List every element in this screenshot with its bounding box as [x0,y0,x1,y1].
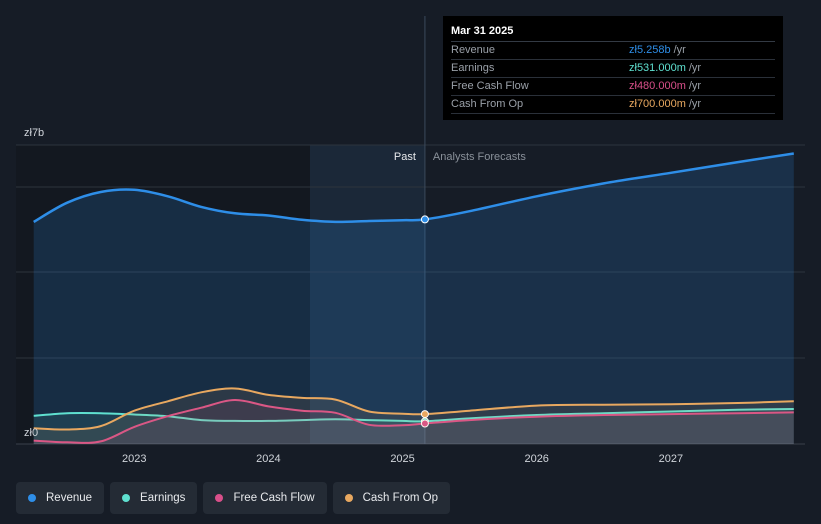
legend-label: Earnings [140,492,186,504]
tooltip-row-free-cash-flow: Free Cash Flow zł480.000m /yr [451,78,775,96]
chart-area: zł7b zł0 2023 2024 2025 2026 2027 Past Analysts … [16,16,805,465]
legend-label: Free Cash Flow [233,492,315,504]
cash-from-op-area [33,388,794,444]
tooltip-row-cash-from-op: Cash From Op zł700.000m /yr [451,96,775,114]
cash-from-op-line [33,387,794,431]
legend-label: Cash From Op [362,492,439,504]
tooltip-value: zł480.000m [629,80,686,92]
tooltip-value: zł5.258b [629,44,671,56]
tooltip-row-revenue: Revenue zł5.258b /yr [451,42,775,60]
legend-item-cash-from-op[interactable]: Cash From Op [332,482,451,514]
tooltip-unit: /yr [688,62,702,74]
tooltip-label: Earnings [451,62,495,74]
legend-item-free-cash-flow[interactable]: Free Cash Flow [203,482,327,514]
tooltip-value: zł531.000m [629,62,686,74]
earnings-area [33,409,794,444]
free-cash-flow-area [33,399,794,444]
x-tick-label: 2023 [122,453,146,465]
tooltip-unit: /yr [688,80,702,92]
free-cash-flow-line [33,398,794,444]
x-tick-label: 2027 [659,453,683,465]
tooltip-label: Cash From Op [451,98,524,110]
legend: Revenue Earnings Free Cash Flow Cash Fro… [16,482,451,514]
x-tick-label: 2024 [256,453,280,465]
legend-dot-icon [28,494,36,502]
tooltip-value: zł700.000m [629,98,686,110]
free-cash-flow-marker [420,419,429,428]
x-tick-label: 2026 [524,453,548,465]
legend-dot-icon [344,494,353,502]
legend-item-earnings[interactable]: Earnings [110,482,198,514]
legend-label: Revenue [46,492,93,504]
tooltip-row-earnings: Earnings zł531.000m /yr [451,60,775,78]
revenue-line [33,152,794,224]
tooltip-unit: /yr [688,98,702,110]
cash-from-op-marker [420,410,429,419]
x-tick-label: 2025 [390,453,414,465]
tooltip-unit: /yr [673,44,686,56]
past-label: Past [394,151,416,163]
revenue-area [33,153,794,444]
legend-item-revenue[interactable]: Revenue [16,482,105,514]
tooltip-label: Revenue [451,44,496,56]
past-highlight-region [310,145,425,444]
tooltip-date: Mar 31 2025 [451,24,775,42]
forecast-label: Analysts Forecasts [433,151,526,163]
legend-dot-icon [122,494,131,502]
earnings-line [33,408,794,423]
legend-dot-icon [215,494,224,502]
tooltip-label: Free Cash Flow [451,80,529,92]
tooltip: Mar 31 2025 Revenue zł5.258b /yr Earning… [443,16,783,120]
revenue-marker [420,215,429,224]
y-tick-label: zł0 [24,427,38,439]
y-tick-label: zł7b [24,127,44,139]
